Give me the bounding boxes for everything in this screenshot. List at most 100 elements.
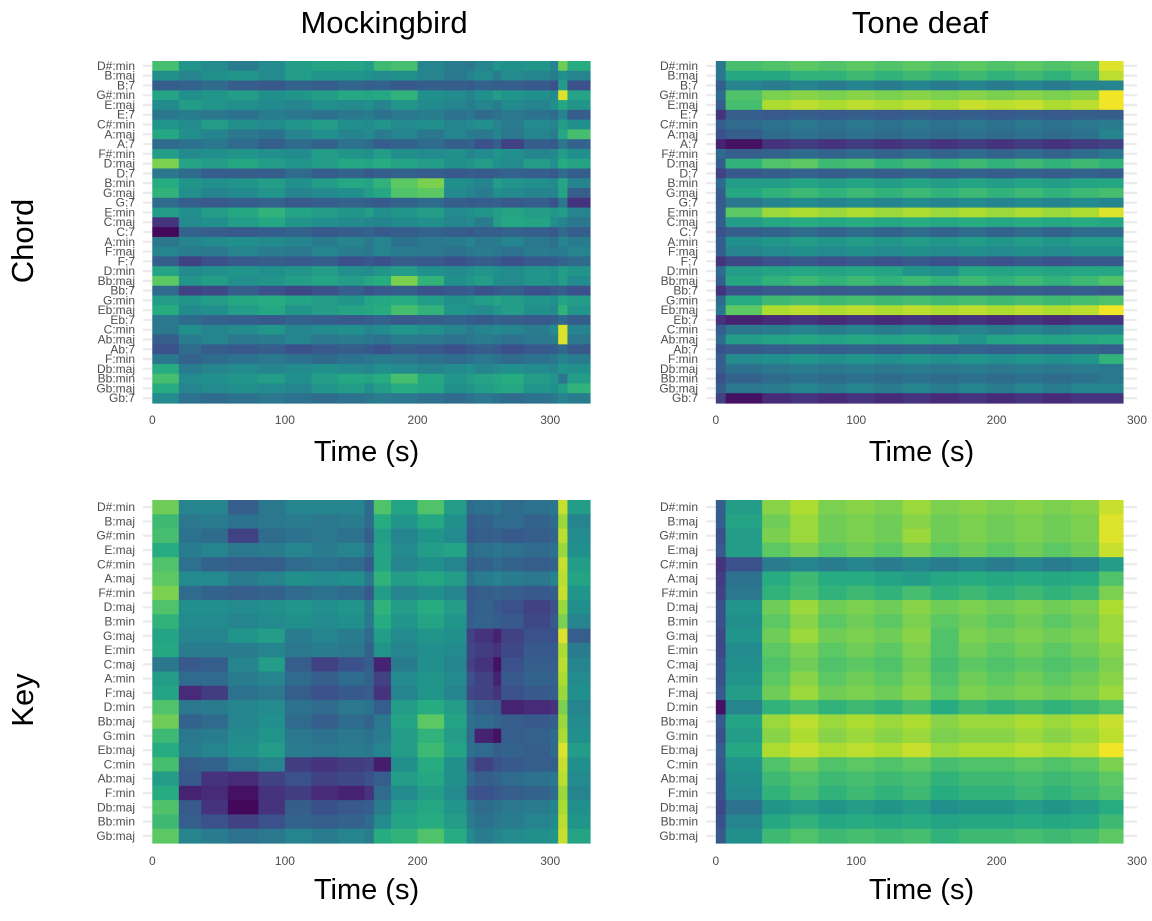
heat-cell — [311, 671, 339, 687]
heat-cell — [1099, 393, 1124, 404]
heat-cell — [558, 671, 569, 687]
heat-cell — [762, 393, 791, 404]
heat-cell — [846, 70, 876, 82]
heat-cell — [958, 344, 988, 355]
heat-cell — [152, 227, 180, 238]
heat-cell — [311, 571, 339, 587]
heat-cell — [846, 600, 876, 615]
heat-cell — [902, 363, 932, 375]
heat-cell — [846, 642, 876, 658]
heat-cell — [227, 585, 259, 601]
heat-cell — [1014, 742, 1044, 758]
heat-cell — [818, 393, 847, 404]
heat-cell — [725, 500, 763, 515]
heat-cell — [550, 671, 559, 687]
heat-cell — [474, 363, 494, 375]
heat-cell — [152, 315, 180, 326]
heat-cell — [902, 178, 932, 189]
heat-cell — [364, 393, 375, 404]
heat-cell — [902, 246, 932, 258]
heat-cell — [958, 393, 988, 404]
heat-cell — [474, 771, 494, 787]
heat-cell — [567, 61, 591, 72]
heat-cell — [227, 528, 259, 544]
heat-cell — [1099, 315, 1124, 326]
heat-cell — [201, 227, 229, 238]
heat-cell — [550, 217, 559, 228]
heat-cell — [846, 742, 876, 758]
heat-cell — [178, 742, 202, 758]
heat-cell — [337, 642, 366, 658]
heat-cell — [1099, 109, 1124, 121]
heat-cell — [1014, 828, 1044, 844]
heat-cell — [558, 383, 569, 394]
heat-cell — [550, 363, 559, 375]
heat-cell — [474, 514, 494, 530]
heat-cell — [444, 139, 468, 150]
heat-cell — [178, 528, 202, 544]
heat-cell — [762, 100, 791, 111]
heat-cell — [178, 178, 202, 189]
heat-cell — [1014, 148, 1044, 160]
heat-cell — [1071, 785, 1100, 801]
y-tick-label: Db:maj — [97, 800, 135, 814]
heat-cell — [474, 571, 494, 587]
heat-cell — [725, 742, 763, 758]
heat-cell — [474, 628, 494, 644]
heat-cell — [474, 129, 494, 140]
heat-cell — [152, 614, 180, 630]
heat-cell — [444, 757, 468, 773]
heat-cell — [1014, 600, 1044, 615]
heat-cell — [391, 139, 419, 150]
heat-cell — [284, 324, 313, 336]
heat-cell — [558, 207, 569, 218]
heat-cell — [1014, 354, 1044, 365]
heat-cell — [444, 700, 468, 715]
heat-cell — [958, 178, 988, 189]
heat-cell — [846, 139, 876, 150]
heat-cell — [725, 197, 763, 209]
heat-cell — [258, 207, 286, 218]
heat-cell — [790, 119, 819, 130]
heat-cell — [444, 771, 468, 787]
heat-cell — [725, 168, 763, 179]
heat-cell — [1014, 295, 1044, 306]
heat-cell — [444, 500, 468, 515]
heat-cell — [558, 246, 569, 258]
heat-cell — [818, 100, 847, 111]
heat-cell — [1099, 80, 1124, 91]
heat-cell — [466, 217, 476, 228]
heat-cell — [493, 393, 502, 404]
heat-cell — [874, 90, 904, 101]
heat-cell — [284, 168, 313, 179]
heat-cell — [902, 236, 932, 248]
heat-cell — [550, 585, 559, 601]
heat-cell — [152, 785, 180, 801]
heat-cell — [501, 197, 525, 209]
heat-cell — [391, 373, 419, 385]
heat-cell — [725, 109, 763, 121]
heat-cell — [444, 657, 468, 673]
heat-cell — [986, 373, 1016, 385]
heat-cell — [258, 295, 286, 306]
heat-cell — [466, 197, 476, 209]
heat-cell — [558, 728, 569, 744]
heat-cell — [364, 129, 375, 140]
heat-cell — [284, 542, 313, 558]
y-tick-label: F:min — [668, 786, 698, 800]
heat-cell — [1071, 685, 1100, 701]
y-tick-label: D:min — [667, 264, 698, 278]
heat-cell — [725, 119, 763, 130]
heat-cell — [337, 542, 366, 558]
heat-cell — [790, 800, 819, 816]
heat-cell — [930, 700, 960, 715]
heat-cell — [178, 700, 202, 715]
heat-cell — [846, 514, 876, 530]
heat-cell — [227, 100, 259, 111]
heat-cell — [1042, 61, 1072, 72]
heat-cell — [178, 714, 202, 730]
heat-cell — [523, 324, 551, 336]
heat-cell — [930, 500, 960, 515]
heat-cell — [725, 246, 763, 258]
y-tick-label: C#:min — [97, 557, 135, 571]
